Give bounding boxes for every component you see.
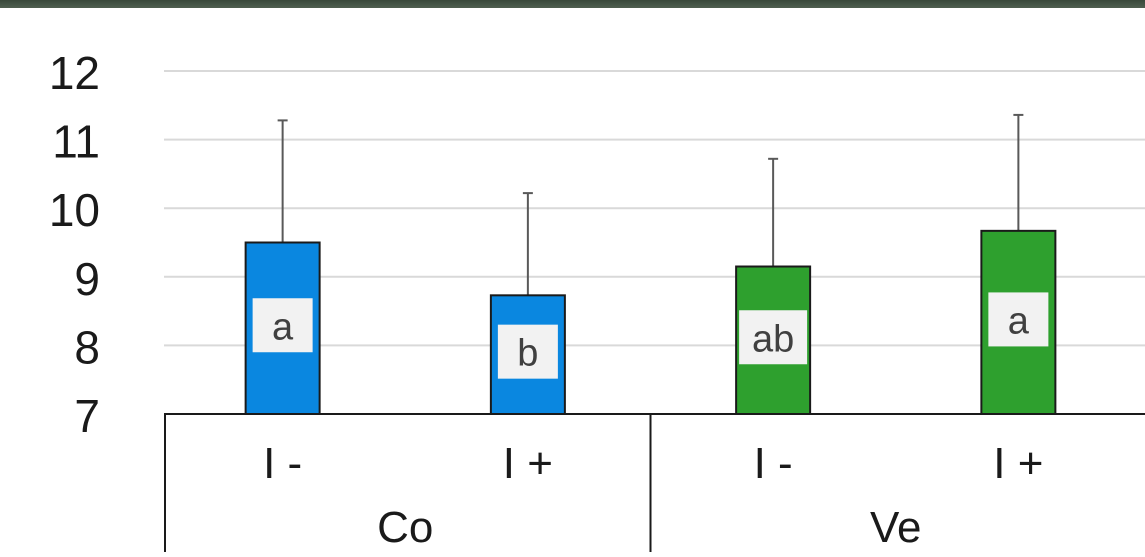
significance-label-box (739, 310, 808, 365)
bars: ab ab a (244, 113, 1057, 416)
significance-label-box (988, 292, 1049, 347)
y-tick-label: 12 (49, 47, 100, 99)
x-group-label: Co (377, 503, 433, 552)
y-tick-label: 11 (52, 116, 100, 168)
x-axis-table: I - I + I - I + Co Ve (164, 413, 1145, 552)
significance-label-box (497, 324, 558, 379)
y-tick-label: 7 (74, 390, 100, 442)
x-category-label: I - (754, 439, 793, 488)
x-category-label: I + (503, 439, 553, 488)
y-tick-label: 9 (74, 253, 100, 305)
y-tick-label: 8 (74, 321, 100, 373)
x-group-label: Ve (870, 503, 921, 552)
significance-label-box (252, 298, 313, 353)
x-category-label: I + (993, 439, 1043, 488)
y-tick-label: 10 (49, 184, 100, 236)
x-category-label: I - (263, 439, 302, 488)
y-axis-ticks: 7 8 9 10 11 12 (49, 47, 100, 442)
significance-label: b (517, 333, 538, 375)
significance-label: ab (752, 318, 794, 360)
top-border (0, 0, 1145, 8)
significance-label: a (272, 306, 294, 348)
significance-label: a (1008, 300, 1030, 342)
